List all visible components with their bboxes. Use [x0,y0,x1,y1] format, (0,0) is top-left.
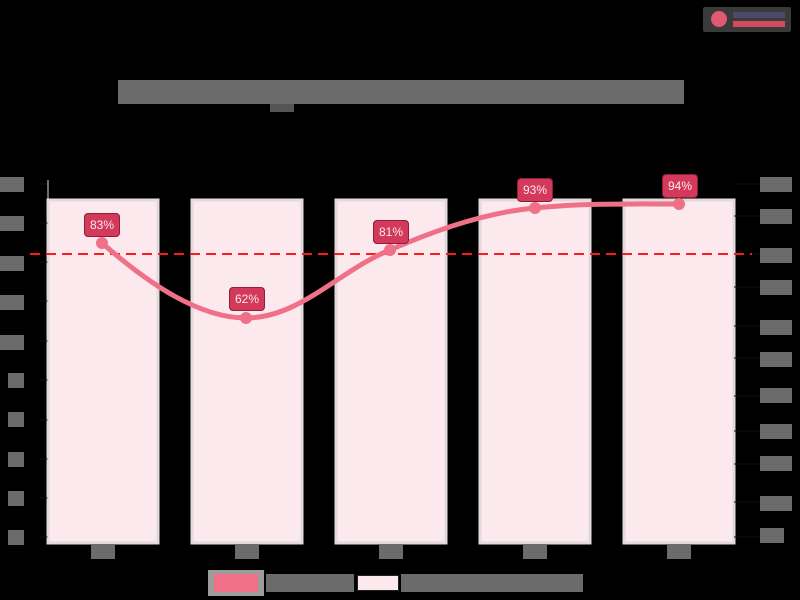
point-2[interactable] [240,312,252,324]
data-label: 93% [517,178,554,202]
y-tick-right [760,388,792,403]
y-tick-right [760,248,792,263]
line-points [96,198,685,324]
x-tick [91,544,115,559]
y-tick-left: 90% [0,177,24,192]
y-tick-left: 80% [0,216,24,231]
logo-globe-icon [711,11,727,27]
logo-text-bottom [733,21,785,27]
y-tick-right [760,209,792,224]
y-tick-right [760,280,792,295]
bar-4[interactable] [478,198,592,545]
point-4[interactable] [529,202,541,214]
point-5[interactable] [673,198,685,210]
point-1[interactable] [96,237,108,249]
y-tick-left: 30% [8,412,24,427]
x-tick [667,544,691,559]
y-tick-right [760,496,792,511]
y-tick-right [760,320,792,335]
data-label: 81% [373,220,410,244]
data-label: 62% [229,287,266,311]
y-tick-left: 70% [0,256,24,271]
y-tick-left: 50% [0,335,24,350]
data-label: 94% [662,174,699,198]
x-tick [235,544,259,559]
legend-label-bar[interactable]: bar series [401,574,583,592]
y-tick-left: 60% [0,295,24,310]
point-3[interactable] [384,244,396,256]
legend-bar-swatch[interactable] [357,575,399,591]
x-tick [523,544,547,559]
data-label: 83% [84,213,121,237]
y-tick-right [760,177,792,192]
y-tick-left: 10% [8,491,24,506]
y-tick-left: 40% [8,373,24,388]
y-tick-right [760,528,784,543]
chart-title-descender [270,104,294,112]
chart-title: Chart title (obscured) [118,80,684,104]
legend-line-swatch[interactable] [208,570,264,596]
bar-2[interactable] [190,198,304,545]
bar-series [46,198,736,545]
y-tick-right [760,456,792,471]
bar-5[interactable] [622,198,736,545]
y-tick-left: 0% [8,530,24,545]
bar-3[interactable] [334,198,448,545]
x-tick [379,544,403,559]
legend-label-line[interactable]: line series [266,574,354,592]
gridline-ticks [40,183,760,538]
bar-1[interactable] [46,198,160,545]
brand-logo [703,7,791,32]
y-tick-left: 20% [8,452,24,467]
y-tick-right [760,424,792,439]
logo-text-top [733,12,785,18]
y-tick-right [760,352,792,367]
